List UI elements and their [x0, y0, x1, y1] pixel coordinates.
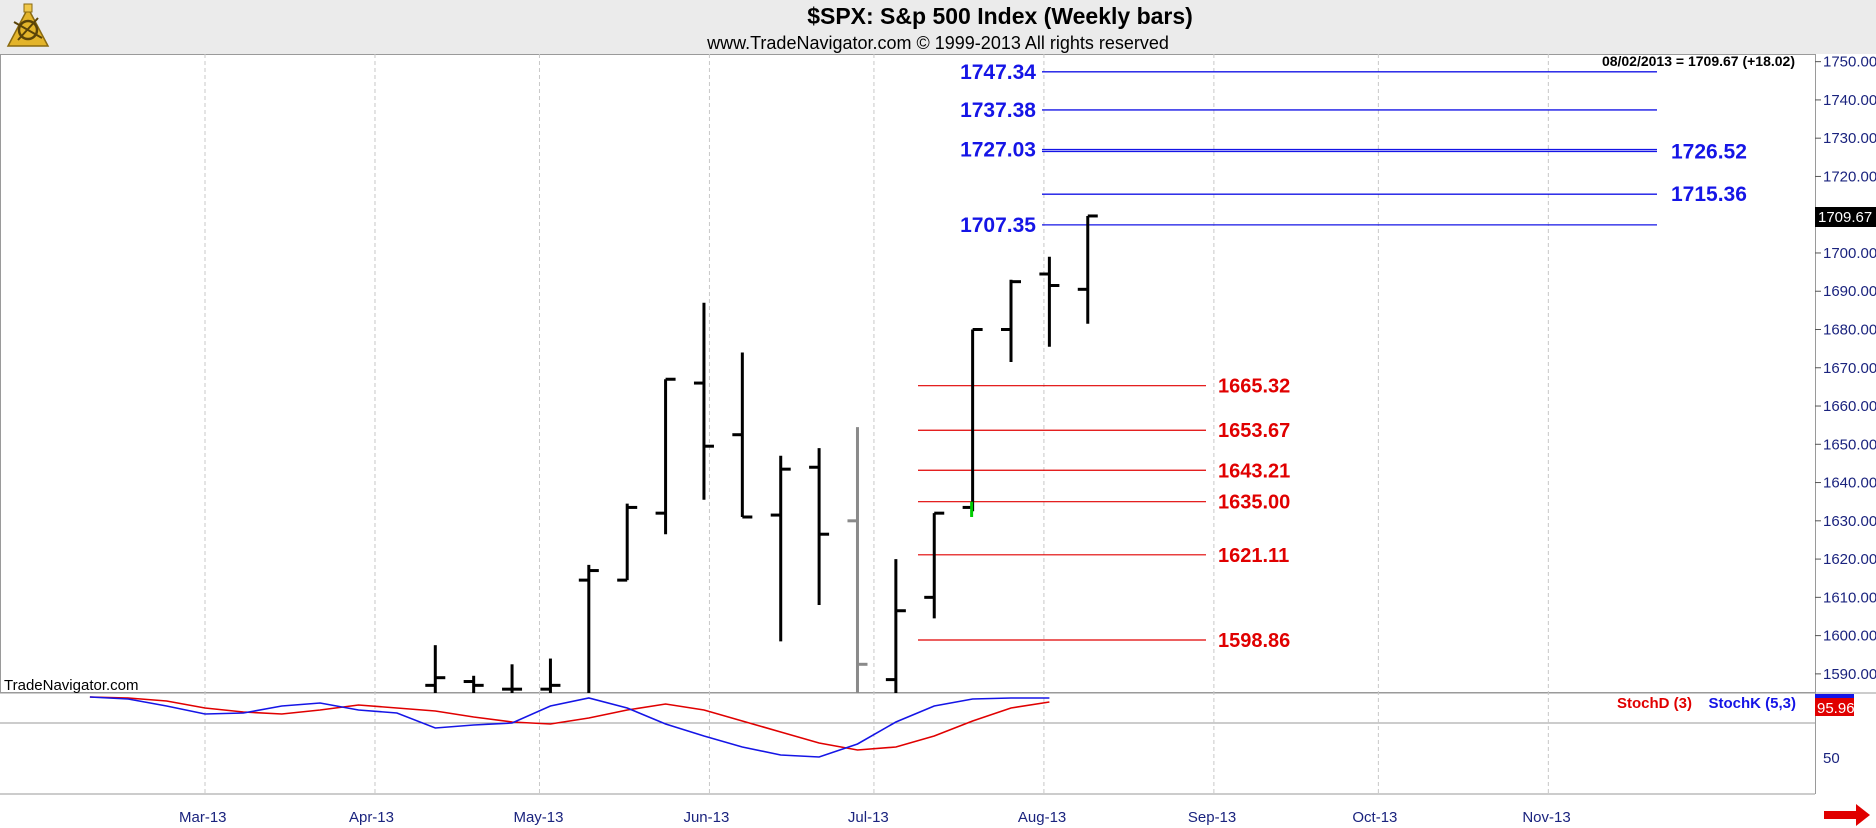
- plot-frame: [0, 54, 1816, 693]
- month-label: Jul-13: [848, 809, 889, 826]
- price-tick-label: 1690.00: [1823, 283, 1876, 300]
- fib-blue-label: 1747.34: [960, 61, 1036, 84]
- price-tick-label: 1650.00: [1823, 436, 1876, 453]
- month-label: May-13: [513, 809, 563, 826]
- price-tick-label: 1600.00: [1823, 628, 1876, 645]
- price-tick-label: 1720.00: [1823, 168, 1876, 185]
- ohlc-bar: [732, 352, 753, 519]
- stoch-value-tag-label: 95.96: [1817, 700, 1855, 717]
- fib-red-label: 1635.00: [1218, 492, 1290, 514]
- stochk-line: [89, 696, 1050, 758]
- month-label: Oct-13: [1352, 809, 1397, 826]
- price-tick-label: 1640.00: [1823, 475, 1876, 492]
- fib-red-label: 1643.21: [1218, 460, 1290, 482]
- ohlc-bar: [1001, 279, 1022, 363]
- sextant-logo-icon: [6, 3, 50, 47]
- stoch-value-tag-blue-edge: [1815, 694, 1854, 698]
- fib-blue-label: 1726.52: [1671, 140, 1747, 163]
- price-tick-label: 1610.00: [1823, 589, 1876, 606]
- stoch-value-tag: [1815, 694, 1854, 716]
- ohlc-bar: [540, 658, 561, 693]
- fib-levels: 1747.34 1737.38 1727.03 1726.52 1715.36 1707.…: [918, 61, 1747, 652]
- ohlc-bar: [693, 302, 714, 500]
- price-tick-label: 1590.00: [1823, 666, 1876, 683]
- price-tick-label: 1700.00: [1823, 245, 1876, 262]
- month-gridlines: [204, 54, 1549, 794]
- stoch-axis-tick: 50: [1823, 750, 1840, 767]
- ohlc-bar: [809, 448, 830, 605]
- month-axis: Mar-13 Apr-13 May-13 Jun-13 Jul-13 Aug-13 Sep-…: [179, 809, 1571, 826]
- header-band: [0, 0, 1876, 54]
- price-tick-label: 1680.00: [1823, 321, 1876, 338]
- month-label: Mar-13: [179, 809, 227, 826]
- fib-red-label: 1653.67: [1218, 420, 1290, 442]
- price-tick-label: 1630.00: [1823, 513, 1876, 530]
- ohlc-bar: [502, 664, 523, 693]
- ohlc-bar: [1077, 214, 1098, 324]
- price-tick-label: 1740.00: [1823, 92, 1876, 109]
- fib-red-label: 1665.32: [1218, 376, 1290, 398]
- month-label: Apr-13: [349, 809, 394, 826]
- ohlc-bar: [578, 564, 599, 693]
- stochastic-panel: [89, 696, 1050, 758]
- last-quote-label: 08/02/2013 = 1709.67 (+18.02): [1602, 53, 1795, 69]
- ohlc-bar: [847, 427, 868, 693]
- fib-blue-label: 1737.38: [960, 99, 1036, 122]
- month-label: Nov-13: [1522, 809, 1570, 826]
- month-label: Aug-13: [1018, 809, 1066, 826]
- fib-blue-label: 1715.36: [1671, 183, 1747, 206]
- ohlc-bar: [885, 559, 906, 693]
- ohlc-bar: [770, 455, 791, 642]
- chart-subtitle: www.TradeNavigator.com © 1999-2013 All r…: [706, 33, 1169, 53]
- ohlc-bar: [655, 377, 676, 535]
- ohlc-bar: [425, 645, 446, 693]
- price-tick-label: 1620.00: [1823, 551, 1876, 568]
- price-tick-label: 1750.00: [1823, 54, 1876, 71]
- fib-red-label: 1598.86: [1218, 630, 1290, 652]
- chart-title: $SPX: S&p 500 Index (Weekly bars): [807, 3, 1193, 29]
- month-label: Jun-13: [683, 809, 729, 826]
- last-price-tag-label: 1709.67: [1818, 209, 1872, 226]
- fib-blue-label: 1707.35: [960, 214, 1036, 237]
- price-tick-label: 1730.00: [1823, 130, 1876, 147]
- ohlc-bar: [463, 675, 484, 693]
- last-price-tag: [1815, 207, 1876, 227]
- stochk-legend: StochK (5,3): [1708, 695, 1796, 712]
- ohlc-bars: [425, 214, 1098, 693]
- fib-red-label: 1621.11: [1218, 545, 1289, 567]
- price-tick-label: 1670.00: [1823, 360, 1876, 377]
- price-axis: 1750.001740.001730.001720.001710.001700.…: [1815, 54, 1876, 683]
- fib-blue-label: 1727.03: [960, 139, 1036, 162]
- month-label: Sep-13: [1188, 809, 1236, 826]
- price-tick-label: 1660.00: [1823, 398, 1876, 415]
- ohlc-bar: [962, 327, 983, 512]
- ohlc-bar: [1039, 256, 1060, 347]
- brand-watermark: TradeNavigator.com: [4, 677, 139, 694]
- scroll-right-icon[interactable]: [1824, 804, 1870, 826]
- ohlc-bar: [617, 503, 638, 582]
- ohlc-bar: [924, 511, 945, 619]
- stochd-legend: StochD (3): [1617, 695, 1692, 712]
